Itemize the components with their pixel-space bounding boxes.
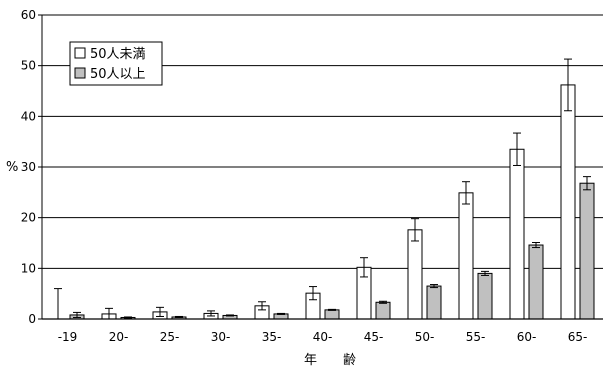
y-tick-label-40: 40 (21, 109, 36, 123)
x-tick-labels: -19 20- 25- 30- 35- 40- 45- 50- 55- 60- 65- (58, 330, 588, 344)
y-tick-label-50: 50 (21, 59, 36, 73)
y-tick-label-30: 30 (21, 160, 36, 174)
bars (69, 84, 595, 320)
bar-s0-8 (458, 192, 474, 320)
y-tick-label-60: 60 (21, 8, 36, 22)
x-tick-label-5: 40- (313, 330, 333, 344)
y-axis-title: % (6, 160, 18, 175)
x-tick-label-9: 60- (517, 330, 537, 344)
legend-label-under-50: 50人未満 (90, 47, 146, 62)
y-tick-labels: 0 10 20 30 40 50 60 (21, 8, 36, 326)
bar-s1-9 (528, 244, 544, 320)
axes (38, 14, 603, 320)
bar-s1-5 (324, 309, 340, 320)
x-tick-label-10: 65- (568, 330, 588, 344)
y-tick-label-20: 20 (21, 211, 36, 225)
bar-s1-7 (426, 285, 442, 320)
x-tick-label-4: 35- (262, 330, 282, 344)
legend: 50人未満 50人以上 (69, 41, 163, 86)
legend-swatch-50-plus (74, 67, 86, 79)
x-tick-label-0: -19 (58, 330, 78, 344)
legend-label-50-plus: 50人以上 (90, 67, 146, 82)
x-tick-label-3: 30- (211, 330, 231, 344)
bar-s1-8 (477, 272, 493, 320)
bar-s0-10 (560, 84, 576, 320)
y-tick-label-10: 10 (21, 261, 36, 275)
bar-s1-6 (375, 301, 391, 320)
legend-swatch-under-50 (74, 47, 86, 59)
error-bars (54, 58, 591, 320)
bar-s0-9 (509, 148, 525, 320)
x-tick-label-8: 55- (466, 330, 486, 344)
x-tick-label-1: 20- (109, 330, 129, 344)
bar-s0-7 (407, 229, 423, 320)
x-tick-label-6: 45- (364, 330, 384, 344)
y-tick-label-0: 0 (28, 312, 36, 326)
bar-s1-10 (579, 182, 595, 320)
x-tick-label-2: 25- (160, 330, 180, 344)
x-tick-label-7: 50- (415, 330, 435, 344)
x-axis-title: 年 齢 (304, 353, 356, 368)
